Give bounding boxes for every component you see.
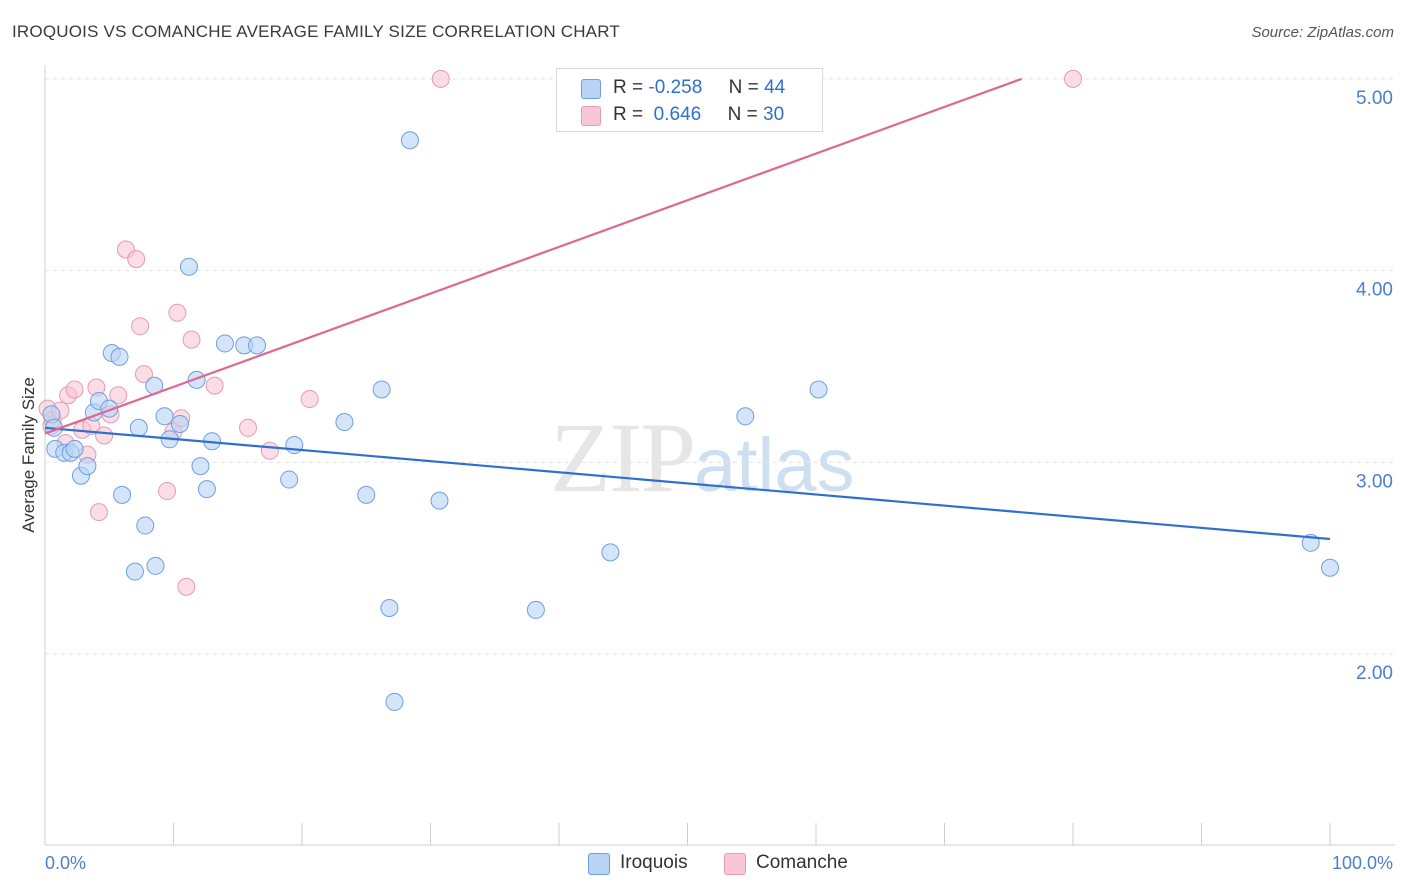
grid-lines: [45, 78, 1395, 655]
iroquois-point: [65, 439, 84, 458]
comanche-point: [89, 503, 108, 522]
comanche-point: [1064, 69, 1082, 88]
iroquois-point: [526, 600, 545, 619]
legend-n-label: N =: [728, 77, 759, 98]
iroquois-point: [736, 407, 755, 426]
legend-n-value: 30: [763, 104, 785, 125]
zipatlas-watermark: ZIPatlas: [550, 400, 855, 515]
iroquois-swatch: [581, 79, 601, 99]
legend-r-label: R =: [613, 104, 644, 125]
comanche-point: [127, 250, 146, 269]
axes: [44, 65, 1395, 846]
iroquois-point: [113, 485, 132, 504]
comanche-point: [431, 69, 450, 88]
iroquois-point: [170, 414, 189, 433]
iroquois-point: [1321, 558, 1339, 577]
y-tick-label: 4.00: [1356, 280, 1393, 301]
iroquois-point: [78, 457, 97, 476]
comanche-point: [168, 303, 187, 322]
iroquois-point: [197, 480, 216, 499]
iroquois-point: [372, 380, 391, 399]
comanche-point: [239, 418, 258, 437]
comanche-point: [300, 390, 319, 409]
source-label: Source: ZipAtlas.com: [1251, 24, 1394, 41]
iroquois-point: [187, 370, 206, 389]
comanche-point: [109, 386, 128, 405]
comanche-swatch: [581, 106, 601, 126]
watermark-zip: ZIP: [550, 402, 696, 513]
y-axis-title: Average Family Size: [19, 377, 38, 533]
iroquois-point: [146, 556, 165, 575]
legend-r-value: 0.646: [648, 104, 702, 125]
legend-r-label: R =: [613, 77, 644, 98]
iroquois-trend-line: [44, 426, 1331, 541]
chart-title: IROQUOIS VS COMANCHE AVERAGE FAMILY SIZE…: [12, 22, 620, 41]
comanche-point: [95, 426, 114, 445]
comanche-point: [158, 482, 177, 501]
x-tick-label: 100.0%: [1332, 853, 1393, 873]
iroquois-point: [809, 380, 828, 399]
iroquois-point: [280, 470, 299, 489]
iroquois-point: [129, 418, 148, 437]
iroquois-point: [179, 257, 198, 276]
iroquois-point: [215, 334, 234, 353]
iroquois-point: [248, 336, 267, 355]
iroquois-points: [42, 131, 1339, 711]
iroquois-point: [155, 407, 174, 426]
iroquois-point: [335, 413, 354, 432]
comanche-point: [65, 380, 84, 399]
comanche-legend-label: Comanche: [756, 852, 848, 873]
iroquois-point: [357, 485, 376, 504]
iroquois-legend-label: Iroquois: [620, 852, 688, 873]
y-tick-label: 5.00: [1356, 88, 1393, 109]
axis-labels: 2.00 3.00 4.00 5.00 0.0% 100.0% Average Family…: [19, 88, 1393, 873]
iroquois-point: [125, 562, 144, 581]
comanche-point: [205, 376, 224, 395]
comanche-legend-swatch: [724, 853, 746, 875]
y-tick-label: 2.00: [1356, 663, 1393, 684]
iroquois-point: [430, 491, 449, 510]
iroquois-point: [380, 598, 399, 617]
trend-lines: [44, 77, 1331, 541]
iroquois-legend-swatch: [588, 853, 610, 875]
comanche-trend-line: [44, 77, 1022, 435]
comanche-points: [38, 69, 1082, 596]
comanche-point: [177, 577, 196, 596]
iroquois-point: [285, 436, 304, 455]
iroquois-point: [136, 516, 155, 535]
watermark-atlas: atlas: [694, 423, 855, 508]
iroquois-point: [191, 457, 210, 476]
legend-n-label: N =: [727, 104, 758, 125]
correlation-legend: R = -0.258 N = 44 R = 0.646 N = 30: [556, 68, 823, 132]
iroquois-point: [601, 543, 620, 562]
iroquois-point: [400, 131, 419, 150]
iroquois-point: [110, 347, 129, 366]
iroquois-point: [385, 692, 404, 711]
comanche-point: [182, 330, 201, 349]
legend-r-value: -0.258: [648, 77, 703, 98]
comanche-point: [134, 365, 153, 384]
legend-n-value: 44: [764, 77, 786, 98]
x-tick-label: 0.0%: [45, 853, 86, 873]
y-tick-label: 3.00: [1356, 471, 1393, 492]
comanche-point: [131, 317, 150, 336]
comanche-point: [260, 441, 279, 460]
